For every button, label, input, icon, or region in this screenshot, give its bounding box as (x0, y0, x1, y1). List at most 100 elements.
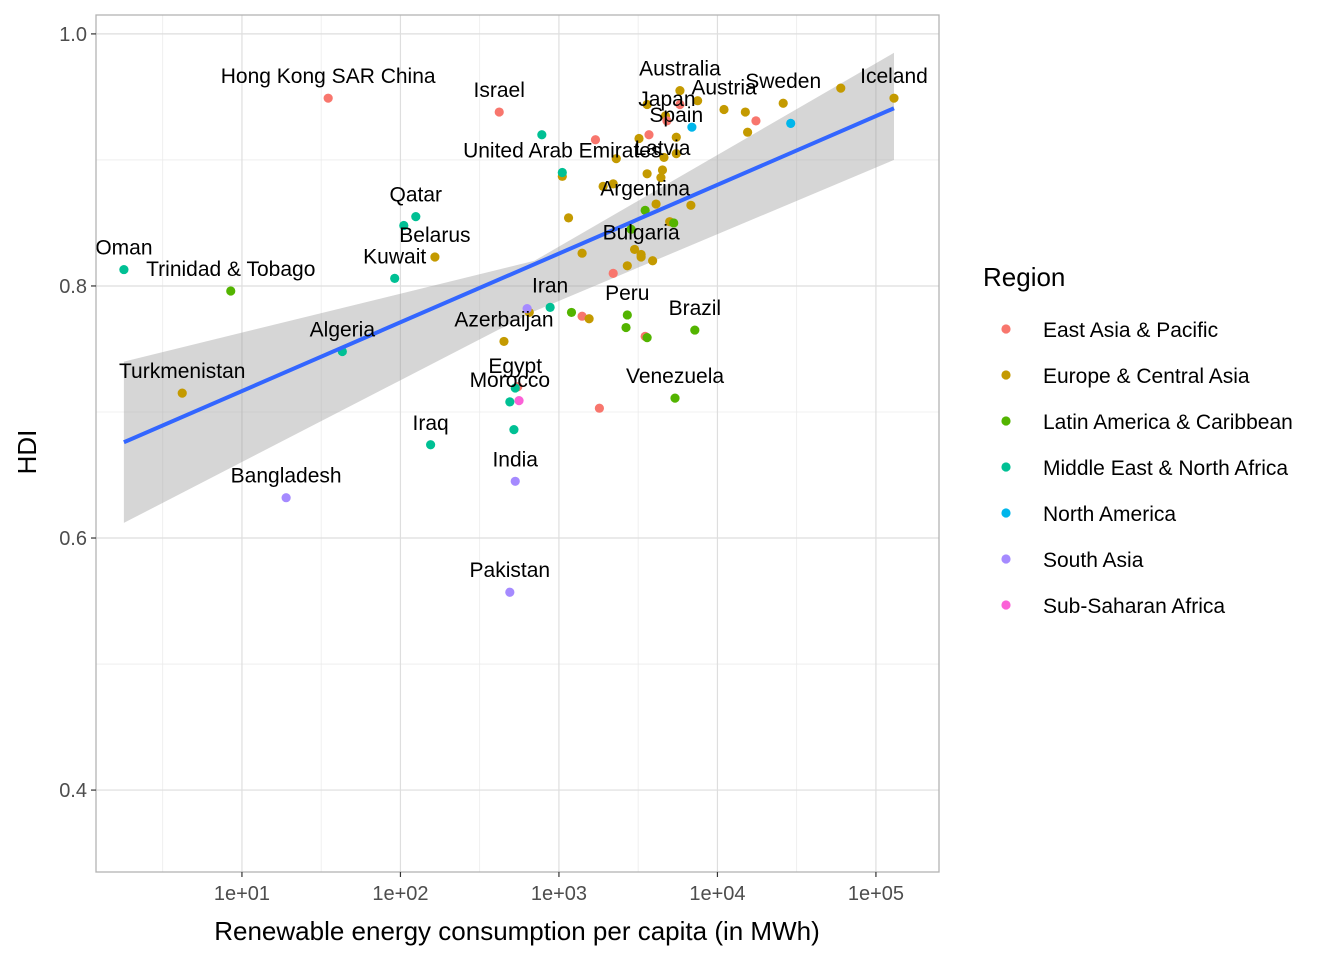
point-latin-america-and-caribbean (566, 307, 577, 318)
point-middle-east-and-north-africa (545, 302, 555, 312)
trend-line (123, 106, 895, 445)
point-middle-east-and-north-africa (537, 130, 547, 140)
x-tick-label: 1e+02 (372, 883, 428, 905)
y-axis-title: HDI (12, 430, 42, 475)
point-europe-and-central-asia (584, 314, 594, 324)
point-label-austria: Austria (691, 77, 757, 100)
point-europe-and-central-asia (657, 165, 668, 175)
confidence-band (123, 52, 894, 523)
point-europe-and-central-asia (598, 181, 608, 191)
point-south-asia (281, 493, 291, 503)
point-label-iraq: Iraq (413, 412, 449, 435)
plot-panel (96, 15, 939, 872)
legend-label-north-america: North America (1043, 503, 1176, 526)
point-label-qatar: Qatar (390, 184, 443, 207)
point-label-brazil: Brazil (669, 297, 722, 320)
legend-label-sub-saharan-africa: Sub-Saharan Africa (1043, 595, 1225, 618)
point-middle-east-and-north-africa (119, 264, 129, 275)
point-label-united-arab-emirates: United Arab Emirates (463, 140, 661, 163)
point-label-belarus: Belarus (399, 224, 470, 247)
point-europe-and-central-asia (719, 104, 729, 115)
point-label-iceland: Iceland (860, 65, 928, 88)
point-label-israel: Israel (474, 79, 525, 102)
point-europe-and-central-asia (563, 213, 574, 223)
point-east-asia-and-pacific (323, 93, 333, 103)
point-east-asia-and-pacific (590, 135, 601, 145)
point-europe-and-central-asia (671, 132, 681, 142)
point-europe-and-central-asia (656, 172, 666, 183)
point-label-venezuela: Venezuela (626, 365, 724, 388)
point-label-kuwait: Kuwait (363, 245, 426, 268)
point-europe-and-central-asia (636, 249, 646, 260)
point-latin-america-and-caribbean (642, 333, 652, 343)
point-europe-and-central-asia (634, 133, 644, 144)
point-europe-and-central-asia (648, 256, 658, 266)
point-label-bangladesh: Bangladesh (231, 465, 342, 488)
point-latin-america-and-caribbean (626, 224, 636, 234)
point-east-asia-and-pacific (577, 311, 587, 321)
x-tick-label: 1e+05 (848, 883, 904, 905)
legend-label-south-asia: South Asia (1043, 549, 1144, 572)
legend-key-sub-saharan-africa (1001, 600, 1011, 610)
point-label-sweden: Sweden (745, 70, 821, 93)
point-europe-and-central-asia (642, 169, 652, 179)
legend-title: Region (983, 262, 1065, 292)
point-europe-and-central-asia (608, 179, 618, 189)
x-axis: 1e+01 1e+02 1e+03 1e+04 1e+05 (214, 872, 904, 905)
legend: Region East Asia & Pacific Europe & Centr… (983, 262, 1293, 618)
data-points (119, 83, 899, 597)
y-axis: 0.4 0.6 0.8 1.0 (59, 24, 96, 802)
point-east-asia-and-pacific (751, 116, 761, 126)
point-europe-and-central-asia (675, 86, 685, 96)
point-label-iran: Iran (532, 274, 568, 297)
point-europe-and-central-asia (836, 83, 846, 93)
legend-label-middle-east-and-north-africa: Middle East & North Africa (1043, 457, 1288, 480)
point-north-america (687, 122, 697, 132)
point-label-azerbaijan: Azerbaijan (454, 308, 553, 331)
point-europe-and-central-asia (778, 98, 788, 108)
point-east-asia-and-pacific (594, 403, 604, 413)
point-europe-and-central-asia (740, 107, 750, 117)
point-east-asia-and-pacific (644, 130, 654, 140)
y-tick-label: 0.4 (59, 780, 87, 802)
y-tick-label: 1.0 (59, 24, 87, 46)
point-latin-america-and-caribbean (670, 393, 680, 403)
point-europe-and-central-asia (686, 200, 696, 210)
point-latin-america-and-caribbean (622, 310, 632, 320)
point-europe-and-central-asia (671, 149, 681, 159)
point-east-asia-and-pacific (662, 116, 672, 126)
point-east-asia-and-pacific (494, 107, 504, 117)
y-tick-label: 0.8 (59, 276, 87, 298)
point-middle-east-and-north-africa (411, 212, 421, 222)
grid-lines (96, 15, 939, 872)
point-europe-and-central-asia (430, 252, 440, 262)
point-sub-saharan-africa (514, 396, 524, 406)
point-europe-and-central-asia (622, 261, 632, 271)
point-latin-america-and-caribbean (640, 205, 650, 215)
point-middle-east-and-north-africa (399, 220, 409, 231)
point-europe-and-central-asia (629, 244, 640, 255)
point-label-latvia: Latvia (634, 137, 690, 160)
point-label-peru: Peru (605, 282, 649, 305)
point-north-america (786, 118, 796, 128)
point-middle-east-and-north-africa (505, 397, 515, 407)
legend-key-east-asia-and-pacific (1001, 324, 1011, 334)
plot-border (95, 14, 940, 873)
point-label-india: India (492, 448, 538, 471)
point-europe-and-central-asia (651, 199, 661, 209)
point-label-egypt: Egypt (488, 355, 542, 378)
point-label-morocco: Morocco (470, 369, 551, 392)
point-label-trinidad-and-tobago: Trinidad & Tobago (146, 258, 315, 281)
x-tick-label: 1e+01 (214, 883, 270, 905)
point-label-australia: Australia (639, 58, 721, 81)
legend-key-south-asia (1001, 554, 1011, 564)
point-latin-america-and-caribbean (226, 286, 236, 296)
point-europe-and-central-asia (611, 154, 621, 164)
point-middle-east-and-north-africa (426, 440, 436, 450)
point-south-asia (510, 476, 520, 486)
point-europe-and-central-asia (177, 388, 187, 398)
point-label-hong-kong-sar-china: Hong Kong SAR China (221, 65, 436, 88)
legend-label-east-asia-and-pacific: East Asia & Pacific (1043, 319, 1218, 342)
point-label-oman: Oman (95, 237, 152, 260)
